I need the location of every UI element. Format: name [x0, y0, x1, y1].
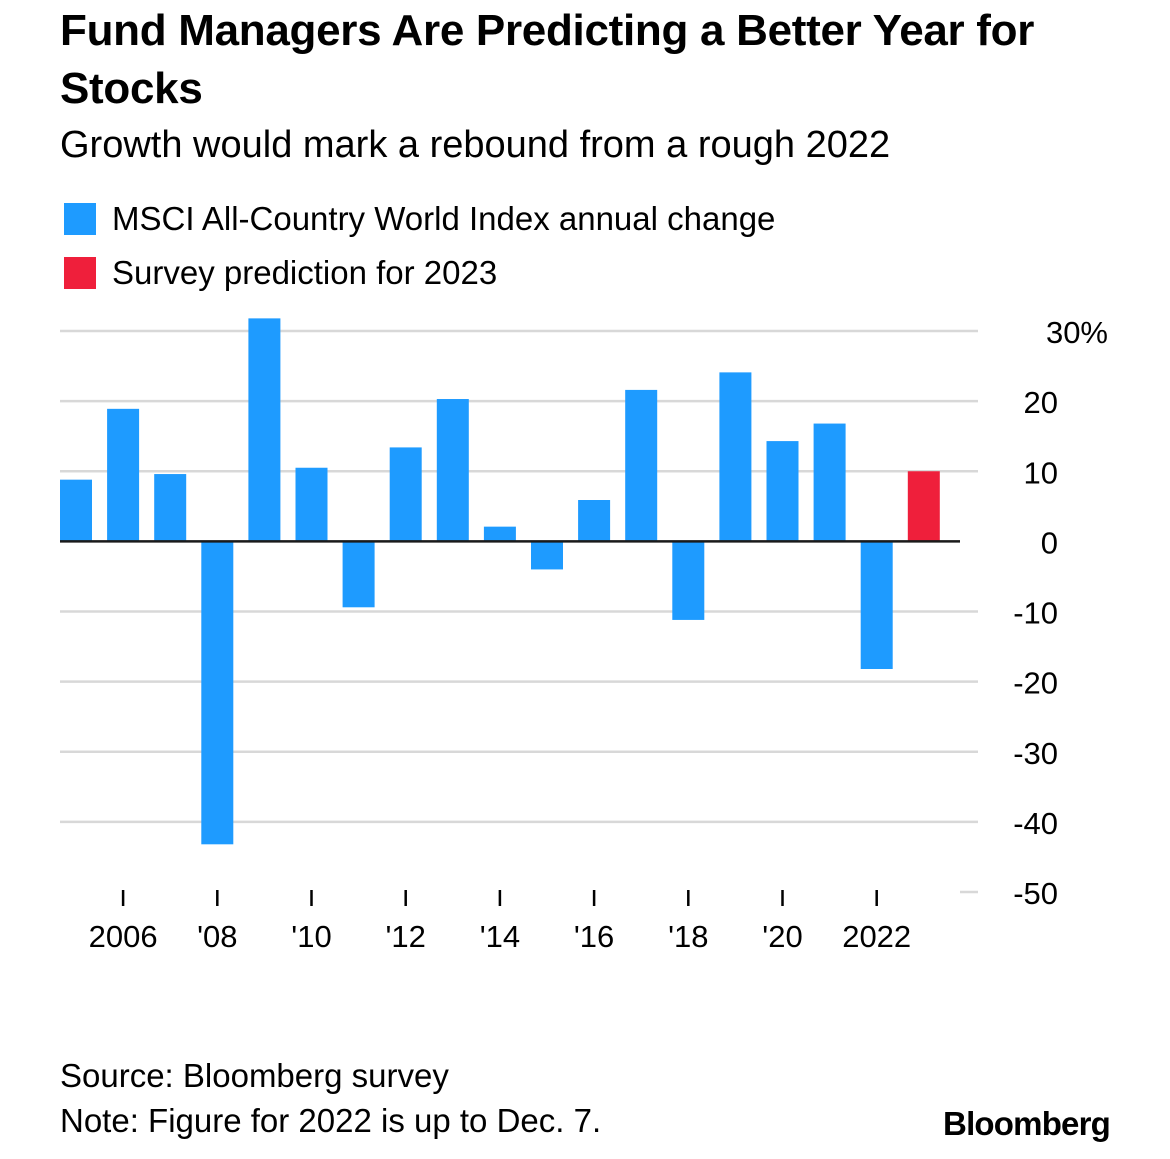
- bloomberg-logo: Bloomberg: [943, 1105, 1111, 1142]
- bar-2017: [625, 389, 658, 542]
- x-tick-label: '20: [762, 919, 802, 954]
- y-tick-label: 30%: [1046, 315, 1108, 350]
- legend-swatch-index: [64, 203, 96, 235]
- bar-2019: [719, 372, 752, 542]
- gridlines: [60, 329, 978, 894]
- bar-2008: [201, 541, 234, 845]
- bar-2005: [60, 479, 92, 542]
- bar-2022: [860, 541, 893, 670]
- bar-2015: [531, 541, 563, 570]
- x-tick-label: 2006: [89, 919, 158, 954]
- legend-item-prediction: Survey prediction for 2023: [64, 246, 775, 300]
- x-tick-label: 2022: [842, 919, 911, 954]
- y-tick-label: -30: [1013, 736, 1058, 771]
- bar-2011: [342, 541, 375, 608]
- bar-2021: [813, 423, 846, 542]
- bar-2023: [907, 471, 940, 542]
- bar-2020: [766, 441, 799, 542]
- x-tick-label: '16: [574, 919, 614, 954]
- note-text: Note: Figure for 2022 is up to Dec. 7.: [60, 1102, 602, 1139]
- x-tick-label: '10: [291, 919, 331, 954]
- bar-2016: [578, 500, 611, 542]
- y-tick-label: -50: [1013, 876, 1058, 911]
- legend-swatch-prediction: [64, 257, 96, 289]
- x-tick-label: '08: [197, 919, 237, 954]
- source-text: Source: Bloomberg survey: [60, 1057, 449, 1094]
- x-axis: 2006 '08 '10 '12 '14 '16 '18 '20 2022: [89, 890, 911, 954]
- y-tick-label: -40: [1013, 806, 1058, 841]
- bar-2013: [436, 399, 469, 542]
- x-tick-label: '14: [480, 919, 520, 954]
- legend-label-prediction: Survey prediction for 2023: [112, 254, 498, 291]
- legend-label-index: MSCI All-Country World Index annual chan…: [112, 200, 776, 237]
- y-tick-label: 0: [1041, 525, 1058, 560]
- y-tick-label: -20: [1013, 666, 1058, 701]
- y-tick-label: -10: [1013, 596, 1058, 631]
- legend-item-index: MSCI All-Country World Index annual chan…: [64, 192, 775, 246]
- x-tick-label: '12: [385, 919, 425, 954]
- bar-chart: 30% 20 10 0 -10 -20 -30 -40 -50 2006 '08 '10 '12 '14…: [60, 315, 1108, 954]
- y-axis-labels: 30% 20 10 0 -10 -20 -30 -40 -50: [1013, 315, 1108, 911]
- chart-subtitle: Growth would mark a rebound from a rough…: [60, 124, 891, 166]
- bar-2009: [248, 318, 281, 542]
- x-tick-label: '18: [668, 919, 708, 954]
- bar-2012: [389, 447, 422, 542]
- bar-2018: [672, 541, 705, 620]
- y-tick-label: 20: [1024, 385, 1058, 420]
- bar-2006: [107, 408, 140, 542]
- bars: [60, 318, 940, 845]
- bar-2010: [295, 467, 328, 542]
- y-tick-label: 10: [1024, 455, 1058, 490]
- chart-title: Fund Managers Are Predicting a Better Ye…: [60, 6, 1035, 113]
- bar-2007: [154, 474, 187, 542]
- bar-2014: [483, 526, 516, 542]
- legend: MSCI All-Country World Index annual chan…: [64, 192, 775, 300]
